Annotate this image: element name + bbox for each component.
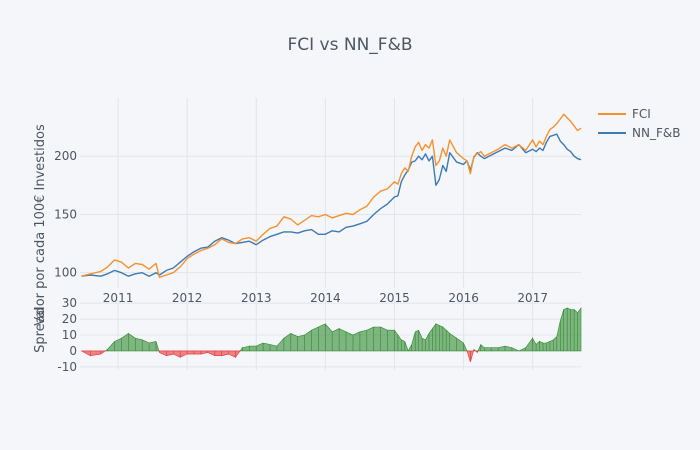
- x-tick-label: 2017: [517, 291, 548, 305]
- bottom-y-axis-ticks: -10 0 10 20 30: [57, 296, 77, 374]
- legend[interactable]: FCI NN_F&B: [598, 107, 680, 140]
- bottom-y-tick-label: 30: [62, 296, 77, 310]
- legend-item[interactable]: FCI: [598, 107, 651, 121]
- top-panel-lines: [81, 113, 582, 278]
- top-y-axis-title: Valor por cada 100€ Investidos: [33, 124, 48, 326]
- legend-label: FCI: [632, 107, 651, 121]
- legend-label: NN_F&B: [632, 126, 680, 140]
- bottom-y-tick-label: 0: [69, 344, 77, 358]
- top-y-axis-ticks: 100 150 200: [54, 149, 77, 279]
- x-tick-label: 2015: [379, 291, 410, 305]
- top-panel-grid: [80, 98, 581, 288]
- series-line-fci: [81, 113, 582, 278]
- x-tick-label: 2016: [448, 291, 479, 305]
- x-tick-label: 2013: [241, 291, 272, 305]
- legend-item[interactable]: NN_F&B: [598, 126, 680, 140]
- x-axis-ticks: 2011 2012 2013 2014 2015 2016 2017: [103, 291, 548, 305]
- top-y-tick-label: 100: [54, 266, 77, 280]
- spread-area: [81, 307, 582, 363]
- x-tick-label: 2012: [172, 291, 203, 305]
- bottom-y-tick-label: 20: [62, 312, 77, 326]
- x-tick-label: 2014: [310, 291, 341, 305]
- spread-positive-area: [104, 307, 582, 352]
- bottom-y-tick-label: 10: [62, 328, 77, 342]
- bottom-y-axis-title: Spread: [33, 307, 48, 353]
- series-line-nn-f-b: [81, 133, 582, 277]
- top-y-tick-label: 150: [54, 207, 77, 221]
- x-tick-label: 2011: [103, 291, 134, 305]
- bottom-y-tick-label: -10: [57, 360, 77, 374]
- top-y-tick-label: 200: [54, 149, 77, 163]
- spread-negative-area: [81, 350, 479, 363]
- chart-title: FCI vs NN_F&B: [287, 35, 412, 55]
